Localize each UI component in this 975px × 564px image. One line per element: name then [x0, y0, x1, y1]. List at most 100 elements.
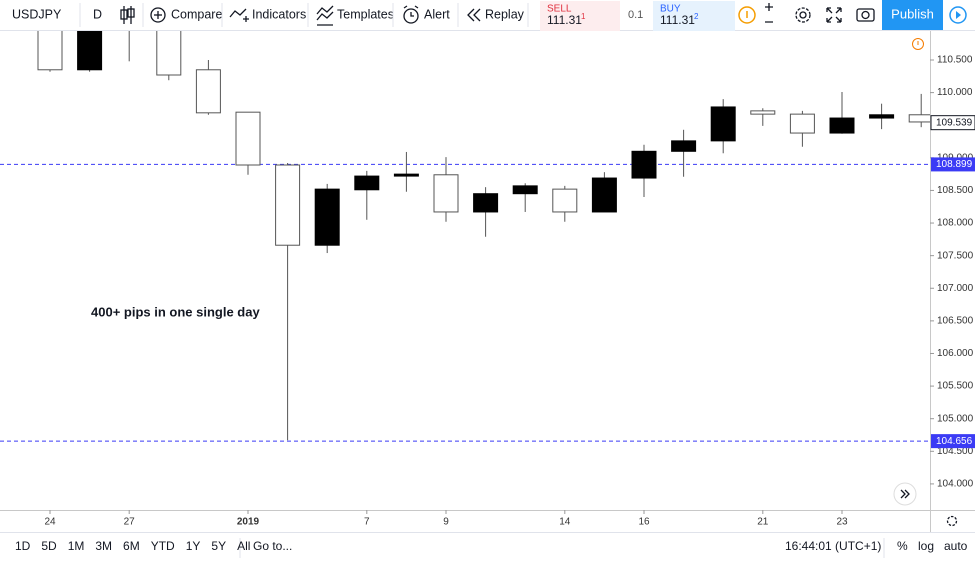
scroll-right-button[interactable] — [893, 482, 917, 506]
x-tick-label: 7 — [364, 517, 370, 528]
replay-icon[interactable] — [467, 8, 481, 22]
sell-box[interactable] — [540, 1, 620, 31]
percent-toggle[interactable]: % — [897, 539, 908, 553]
candle-body — [750, 110, 776, 115]
chart-style-icon[interactable] — [120, 6, 135, 24]
last-price-label: 109.539 — [936, 117, 973, 128]
range-button[interactable]: 5D — [41, 539, 57, 553]
buy-label: BUY — [660, 4, 681, 15]
y-tick-label: 105.500 — [937, 381, 974, 392]
auto-toggle[interactable]: auto — [944, 539, 968, 553]
y-tick-label: 110.500 — [937, 55, 973, 66]
y-tick-label: 104.500 — [937, 446, 974, 457]
candle-body — [37, 31, 63, 71]
info-icon[interactable] — [738, 6, 756, 24]
candle-body — [393, 173, 419, 177]
candle-body — [591, 177, 617, 213]
range-button[interactable]: 5Y — [211, 539, 226, 553]
compare-icon[interactable] — [150, 7, 166, 23]
y-tick-label: 106.000 — [937, 348, 974, 359]
y-tick-label: 108.500 — [937, 185, 974, 196]
clock: 16:44:01 (UTC+1) — [785, 539, 881, 553]
price-line-box — [931, 157, 975, 172]
candle-body — [512, 185, 538, 195]
candle-body — [275, 164, 301, 246]
candle-body — [433, 174, 459, 213]
annotation: 400+ pips in one single day — [91, 304, 260, 319]
candle-body — [473, 193, 499, 213]
x-tick-label: 9 — [443, 517, 449, 528]
bottom-bar: Go to... 16:44:01 (UTC+1) % log auto 1D 5… — [15, 538, 968, 558]
candle-body — [235, 111, 261, 166]
alert-button[interactable]: Alert — [424, 7, 450, 21]
candle-body — [314, 188, 340, 246]
candle-body — [552, 188, 578, 213]
range-button[interactable]: 1D — [15, 539, 31, 553]
x-tick-label: 16 — [638, 517, 650, 528]
templates-icon[interactable] — [316, 5, 334, 26]
range-button[interactable]: 1M — [68, 539, 85, 553]
play-icon[interactable] — [949, 6, 967, 24]
replay-button[interactable]: Replay — [485, 7, 525, 21]
buy-pip: 2 — [694, 12, 699, 21]
goto-button[interactable]: Go to... — [253, 539, 292, 553]
spread: 0.1 — [628, 9, 643, 21]
price-line-box — [931, 434, 975, 449]
snapshot-icon[interactable] — [856, 8, 875, 22]
compare-button[interactable]: Compare — [171, 7, 222, 21]
y-tick-label: 106.500 — [937, 316, 974, 327]
y-tick-label: 104.000 — [937, 479, 974, 490]
plot-area — [0, 31, 930, 442]
candle-body — [77, 31, 103, 71]
candle-body — [710, 106, 736, 142]
candle-body — [195, 69, 221, 114]
candle-body — [354, 175, 380, 191]
x-tick-label: 14 — [559, 517, 571, 528]
y-tick-label: 107.500 — [937, 250, 974, 261]
interval[interactable]: D — [93, 7, 102, 21]
candle-body — [908, 114, 930, 123]
zoom-icon[interactable] — [765, 3, 773, 23]
y-tick-label: 108.000 — [937, 218, 974, 229]
candle-body — [789, 113, 815, 134]
range-button[interactable]: 1Y — [186, 539, 201, 553]
templates-button[interactable]: Templates — [337, 7, 394, 21]
log-toggle[interactable]: log — [918, 539, 934, 553]
sell-label: SELL — [547, 4, 572, 15]
alert-icon[interactable] — [403, 5, 419, 24]
y-tick-label: 110.000 — [937, 87, 973, 98]
buy-box[interactable] — [653, 1, 735, 31]
candle-body — [156, 31, 182, 76]
sell-price: 111.31 — [547, 13, 582, 27]
price-line-label: 104.656 — [936, 436, 973, 447]
publish-button[interactable] — [882, 0, 943, 30]
x-tick-label: 21 — [757, 517, 769, 528]
symbol[interactable]: USDJPY — [12, 7, 62, 21]
toolbar: USDJPY D Compare Indicators Templates Al… — [0, 0, 975, 31]
x-tick-label: 27 — [124, 517, 136, 528]
axis-settings-icon[interactable] — [946, 515, 958, 527]
candle-body — [631, 150, 657, 179]
chart: 104.000 104.500 105.000 105.500 106.000 106.5… — [0, 31, 975, 528]
candle-body — [671, 140, 697, 152]
range-button[interactable]: YTD — [151, 539, 175, 553]
range-button[interactable]: All — [237, 539, 250, 553]
candle-body — [829, 117, 855, 134]
indicators-icon[interactable] — [229, 8, 249, 22]
range-button[interactable]: 6M — [123, 539, 140, 553]
last-price-box — [930, 115, 975, 131]
indicators-button[interactable]: Indicators — [252, 7, 306, 21]
buy-price: 111.31 — [660, 13, 695, 27]
publish-label: Publish — [891, 6, 934, 21]
warning-icon[interactable] — [912, 38, 924, 50]
fullscreen-icon[interactable] — [826, 7, 842, 23]
y-tick-label: 107.000 — [937, 283, 974, 294]
x-tick-label: 24 — [44, 517, 56, 528]
settings-icon[interactable] — [795, 7, 811, 23]
range-button[interactable]: 3M — [95, 539, 112, 553]
price-line-label: 108.899 — [936, 159, 973, 170]
y-tick-label: 105.000 — [937, 413, 974, 424]
x-tick-label: 2019 — [237, 517, 260, 528]
sell-pip: 1 — [581, 12, 586, 21]
